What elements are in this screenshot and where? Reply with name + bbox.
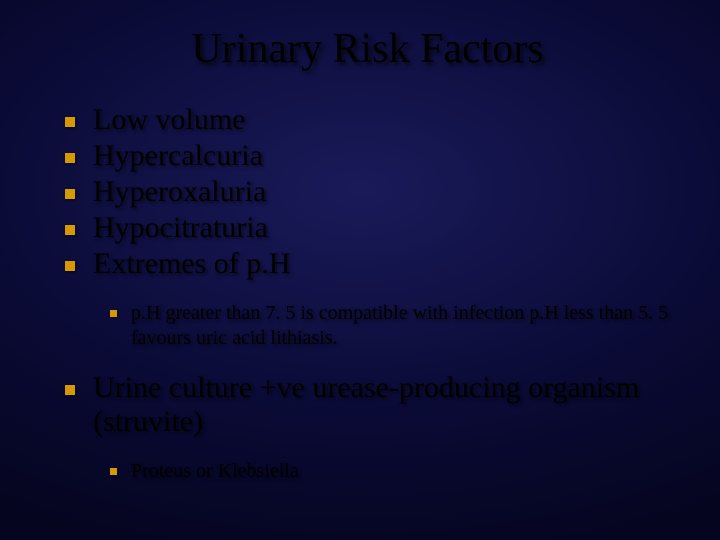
list-item-text: Hypercalcuria <box>93 139 680 173</box>
list-item: Hypercalcuria <box>65 139 680 173</box>
list-subitem: p.H greater than 7. 5 is compatible with… <box>110 301 680 351</box>
list-subitem-text: Proteus or Klebsiella <box>131 459 680 484</box>
square-bullet-icon <box>65 261 75 271</box>
list-item-text: Low volume <box>93 103 680 137</box>
list-item-text: Urine culture +ve urease-producing organ… <box>93 371 680 439</box>
square-bullet-icon <box>65 117 75 127</box>
slide-title: Urinary Risk Factors <box>55 25 680 73</box>
square-bullet-icon <box>110 310 117 317</box>
square-bullet-icon <box>110 468 117 475</box>
square-bullet-icon <box>65 189 75 199</box>
square-bullet-icon <box>65 385 75 395</box>
list-subitem-text: p.H greater than 7. 5 is compatible with… <box>131 301 680 351</box>
list-item: Hypocitraturia <box>65 211 680 245</box>
list-item: Hyperoxaluria <box>65 175 680 209</box>
list-item: Extremes of p.H <box>65 247 680 281</box>
list-subitem: Proteus or Klebsiella <box>110 459 680 484</box>
spacer <box>55 283 680 295</box>
spacer <box>55 357 680 369</box>
list-item-text: Hypocitraturia <box>93 211 680 245</box>
list-item-text: Hyperoxaluria <box>93 175 680 209</box>
spacer <box>55 441 680 453</box>
list-item: Low volume <box>65 103 680 137</box>
list-item-text: Extremes of p.H <box>93 247 680 281</box>
slide: Urinary Risk Factors Low volume Hypercal… <box>0 0 720 540</box>
square-bullet-icon <box>65 225 75 235</box>
list-item: Urine culture +ve urease-producing organ… <box>65 371 680 439</box>
square-bullet-icon <box>65 153 75 163</box>
